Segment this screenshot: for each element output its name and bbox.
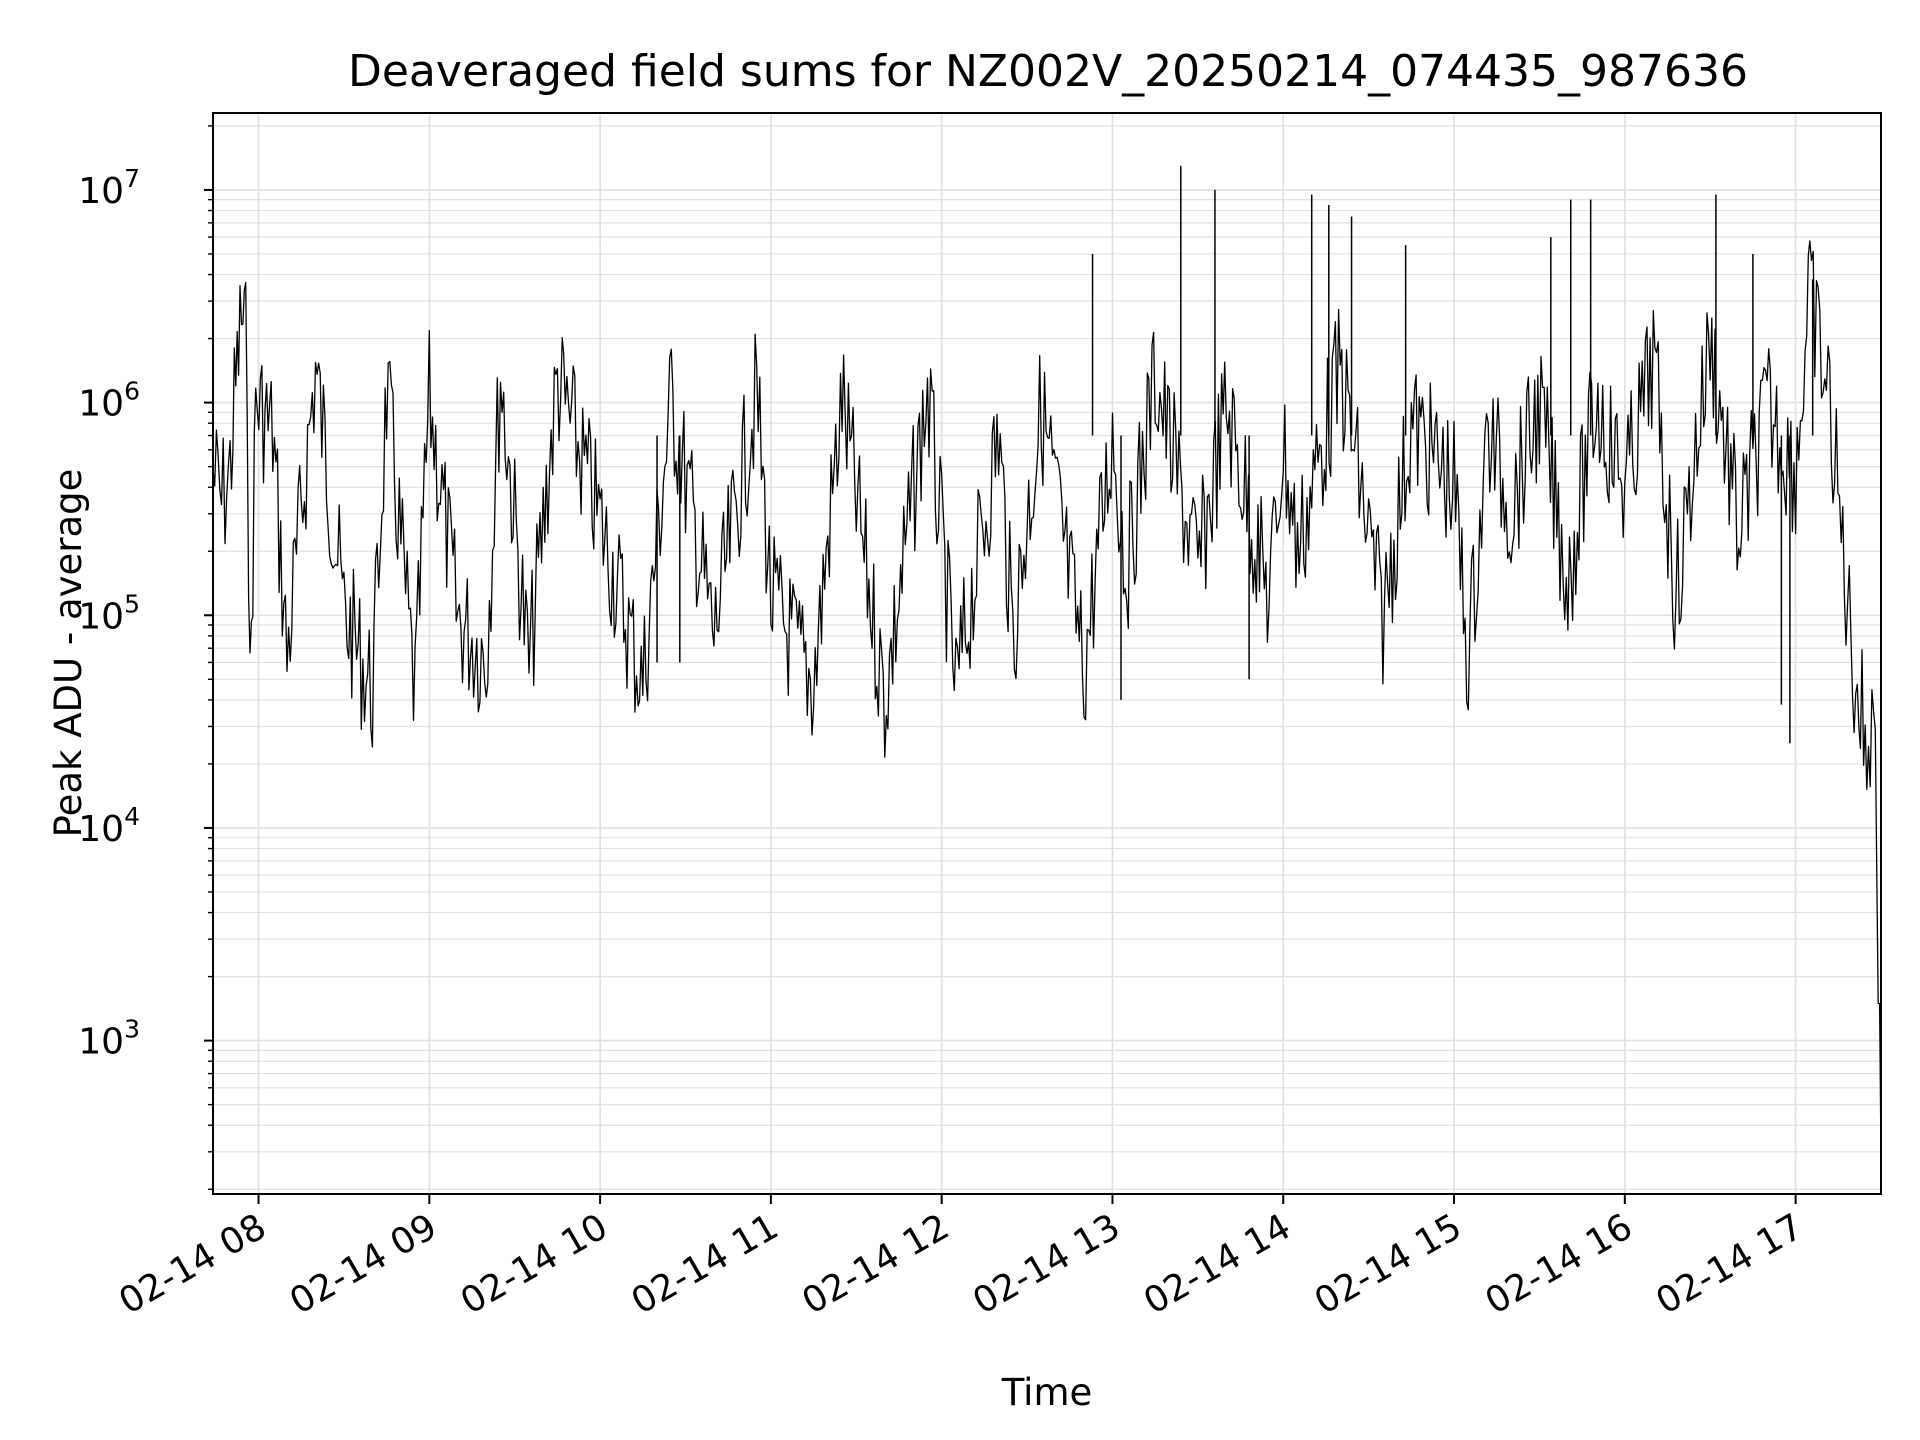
- y-axis: 103 104 105 106 107: [78, 125, 213, 1190]
- x-tick-label: 02-14 09: [283, 1206, 444, 1322]
- x-tick-label: 02-14 16: [1479, 1206, 1640, 1322]
- y-tick-label: 103: [78, 1015, 140, 1063]
- x-tick-label: 02-14 14: [1137, 1206, 1298, 1322]
- y-tick-label: 106: [78, 377, 140, 425]
- x-tick-label: 02-14 11: [625, 1206, 786, 1322]
- series-line: [212, 240, 1882, 1159]
- x-tick-label: 02-14 10: [454, 1206, 615, 1322]
- grid: [213, 113, 1881, 1194]
- plot-frame: [212, 112, 1882, 1195]
- x-tick-label: 02-14 13: [966, 1206, 1127, 1322]
- x-tick-label: 02-14 15: [1308, 1206, 1469, 1322]
- y-tick-label: 107: [78, 164, 140, 212]
- x-axis: 02-14 08 02-14 09 02-14 10 02-14 11 02-14 12…: [112, 1194, 1810, 1323]
- y-tick-label: 105: [78, 589, 140, 637]
- data-series: [212, 165, 1882, 1159]
- x-tick-label: 02-14 08: [112, 1206, 273, 1322]
- y-tick-label: 104: [78, 802, 140, 850]
- x-axis-label: Time: [1001, 1371, 1093, 1414]
- x-tick-label: 02-14 12: [796, 1206, 957, 1322]
- x-tick-label: 02-14 17: [1649, 1206, 1810, 1322]
- y-axis-label: Peak ADU - average: [47, 469, 90, 838]
- chart-title: Deaveraged field sums for NZ002V_2025021…: [348, 46, 1748, 97]
